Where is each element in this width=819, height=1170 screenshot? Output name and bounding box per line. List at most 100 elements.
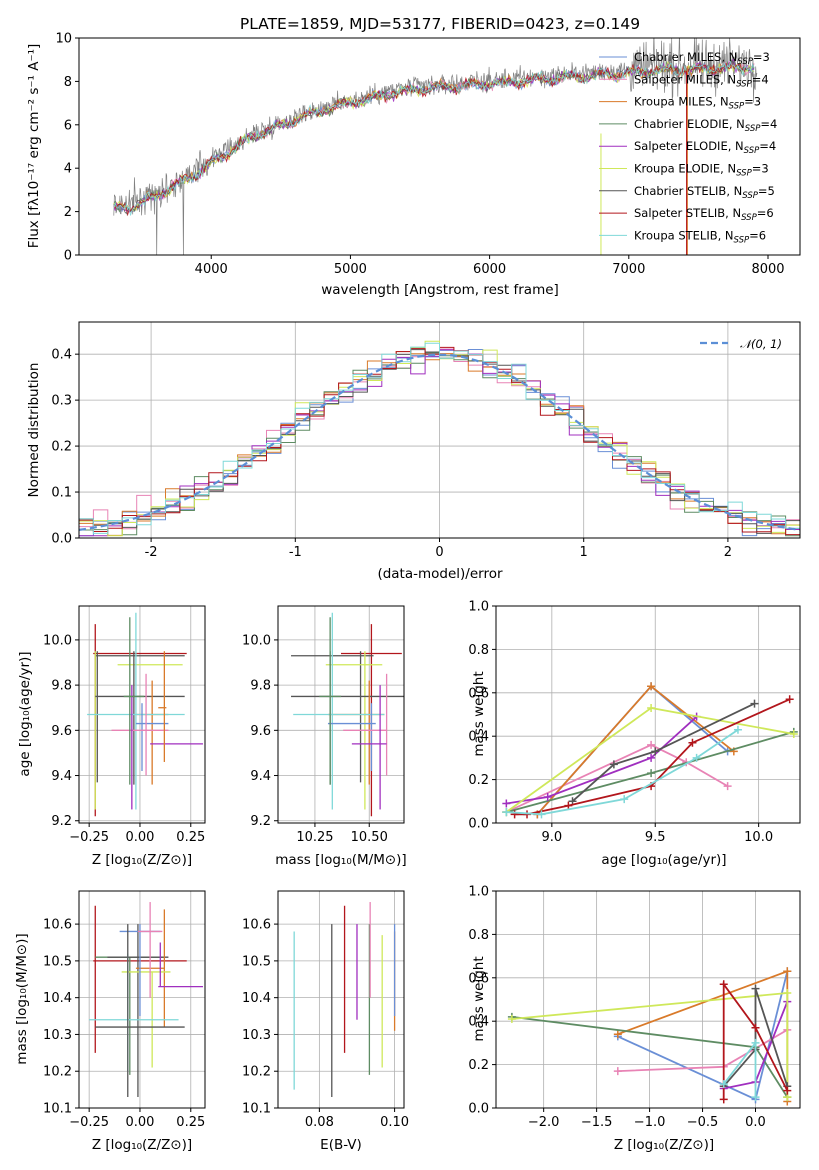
point-salpeter_miles xyxy=(723,782,732,791)
point-kroupa_elodie xyxy=(507,1015,516,1024)
y-tick-label: 6 xyxy=(64,118,72,133)
mass-vs-ebv-panel: 0.08 0.10 10.1 10.2 10.3 10.4 10.5 10.6 E(B-V) xyxy=(242,890,409,1153)
point-kroupa_elodie xyxy=(783,988,792,997)
massweight-vs-z-panel: −2.0 −1.5 −1.0 −0.5 0.0 0.0 0.2 0.4 0.6 0.8 1.0 Z … xyxy=(468,885,801,1153)
spectrum-ylabel: Flux [fλ10⁻¹⁷ erg cm⁻² s⁻¹ A⁻¹] xyxy=(26,44,42,249)
residual-plot: -2 -1 0 1 2 0.0 0.1 0.2 0.3 0.4 𝒩(0, 1) xyxy=(51,321,801,560)
residual-legend: 𝒩(0, 1) xyxy=(700,337,782,351)
plot-body xyxy=(507,967,792,1106)
axes-frame xyxy=(495,890,801,1109)
spectrum-panel: PLATE=1859, MJD=53177, FIBERID=0423, z=0… xyxy=(26,15,801,298)
y-tick-label: 0.3 xyxy=(51,394,72,409)
series-salpeter_miles xyxy=(505,743,729,813)
point-kroupa_elodie xyxy=(647,703,656,712)
grid xyxy=(79,606,205,823)
x-tick-label: 10.50 xyxy=(351,830,388,845)
age-vs-z-ylabel: age [log₁₀(age/yr)] xyxy=(17,651,33,776)
massweight-vs-age-ylabel: mass weight xyxy=(471,671,487,756)
y-tick-label: 10.5 xyxy=(242,954,271,969)
plot-body xyxy=(502,682,798,819)
y-tick-label: 9.4 xyxy=(51,769,72,784)
age-vs-z-panel: −0.25 0.00 0.25 9.2 9.4 9.6 9.8 10.0 Z [log₁₀(Z… xyxy=(17,605,206,868)
ticks: 10.25 10.50 9.2 9.4 9.6 9.8 10.0 xyxy=(242,633,388,845)
point-salpeter_stelib xyxy=(783,1086,792,1095)
age-vs-mass-xlabel: mass [log₁₀(M/M⊙)] xyxy=(275,852,406,868)
x-tick-label: 10.0 xyxy=(744,830,773,845)
series-salpeter_stelib xyxy=(722,981,789,1100)
y-tick-label: 0.0 xyxy=(51,532,72,547)
x-tick-label: 0.25 xyxy=(176,1115,205,1130)
residual-panel: -2 -1 0 1 2 0.0 0.1 0.2 0.3 0.4 𝒩(0, 1) (data-mode… xyxy=(26,321,801,582)
axes-frame xyxy=(78,605,206,824)
axes-frame xyxy=(277,605,405,824)
point-salpeter_elodie xyxy=(543,792,552,801)
y-tick-label: 10.0 xyxy=(43,633,72,648)
legend-label: Kroupa ELODIE, NSSP=3 xyxy=(634,162,769,179)
point-kroupa_miles xyxy=(647,682,656,691)
x-tick-label: -2 xyxy=(145,545,158,560)
y-tick-label: 8 xyxy=(64,75,72,90)
x-tick-label: 0.08 xyxy=(305,1115,334,1130)
mass-vs-z-plot: −0.25 0.00 0.25 10.1 10.2 10.3 10.4 10.5 10.6 xyxy=(43,890,206,1130)
y-tick-label: 1.0 xyxy=(468,600,489,615)
x-tick-label: 4000 xyxy=(195,262,228,277)
point-kroupa_miles xyxy=(783,967,792,976)
point-chabrier_stelib xyxy=(750,699,759,708)
grid xyxy=(278,891,404,1109)
legend-label: Chabrier STELIB, NSSP=5 xyxy=(634,184,775,201)
axes-frame xyxy=(78,37,801,256)
x-tick-label: 5000 xyxy=(334,262,367,277)
point-salpeter_miles xyxy=(647,740,656,749)
y-tick-label: 10.6 xyxy=(242,918,271,933)
point-kroupa_stelib xyxy=(719,1080,728,1089)
massweight-vs-z-plot: −2.0 −1.5 −1.0 −0.5 0.0 0.0 0.2 0.4 0.6 0.8 1.0 xyxy=(468,885,801,1130)
point-kroupa_stelib xyxy=(502,808,511,817)
y-tick-label: 0.6 xyxy=(468,686,489,701)
x-tick-label: -1 xyxy=(289,545,302,560)
series-chabrier_stelib xyxy=(723,988,789,1087)
y-tick-label: 2 xyxy=(64,205,72,220)
x-tick-label: 0 xyxy=(435,545,443,560)
legend-label: Salpeter MILES, NSSP=4 xyxy=(634,72,769,89)
grid xyxy=(496,605,800,824)
hist-kroupa_stelib xyxy=(79,342,800,534)
spectrum-plot: 4000 5000 6000 7000 8000 0 2 4 6 8 10 Chabrier MILE… xyxy=(55,32,801,277)
y-tick-label: 4 xyxy=(64,162,72,177)
y-tick-label: 0.4 xyxy=(468,1015,489,1030)
legend-label: Kroupa STELIB, NSSP=6 xyxy=(634,228,766,245)
point-kroupa_stelib xyxy=(751,1093,760,1102)
point-kroupa_stelib xyxy=(751,1038,760,1047)
y-tick-label: 0.0 xyxy=(468,1102,489,1117)
x-tick-label: −1.5 xyxy=(581,1115,613,1130)
point-salpeter_elodie xyxy=(502,799,511,808)
legend-label: Chabrier ELODIE, NSSP=4 xyxy=(634,117,777,134)
normal-curve xyxy=(79,353,800,531)
point-chabrier_elodie xyxy=(647,769,656,778)
y-tick-label: 10.3 xyxy=(242,1028,271,1043)
y-tick-label: 10 xyxy=(55,32,72,47)
axes-frame xyxy=(78,321,801,539)
point-salpeter_stelib xyxy=(510,810,519,819)
x-tick-label: 9.5 xyxy=(645,830,666,845)
point-salpeter_stelib xyxy=(751,1023,760,1032)
y-tick-label: 9.4 xyxy=(250,769,271,784)
spectrum-legend: Chabrier MILES, NSSP=3 Salpeter MILES, NS… xyxy=(599,50,777,245)
y-tick-label: 10.1 xyxy=(43,1102,72,1117)
y-tick-label: 10.1 xyxy=(242,1102,271,1117)
x-tick-label: 6000 xyxy=(473,262,506,277)
y-tick-label: 9.8 xyxy=(51,679,72,694)
legend-label: Salpeter STELIB, NSSP=6 xyxy=(634,206,774,223)
y-tick-label: 9.2 xyxy=(250,814,271,829)
massweight-vs-z-xlabel: Z [log₁₀(Z/Z⊙)] xyxy=(614,1137,714,1153)
spectrum-xlabel: wavelength [Angstrom, rest frame] xyxy=(321,282,559,298)
point-salpeter_stelib xyxy=(719,980,728,989)
y-tick-label: 0 xyxy=(64,249,72,264)
y-tick-label: 10.2 xyxy=(43,1065,72,1080)
y-tick-label: 10.5 xyxy=(43,954,72,969)
point-chabrier_stelib xyxy=(751,984,760,993)
ticks: 9.0 9.5 10.0 0.0 0.2 0.4 0.6 0.8 1.0 xyxy=(468,600,773,846)
x-tick-label: 7000 xyxy=(612,262,645,277)
y-tick-label: 10.0 xyxy=(242,633,271,648)
massweight-vs-z-ylabel: mass weight xyxy=(471,956,487,1041)
x-tick-label: −0.5 xyxy=(687,1115,719,1130)
